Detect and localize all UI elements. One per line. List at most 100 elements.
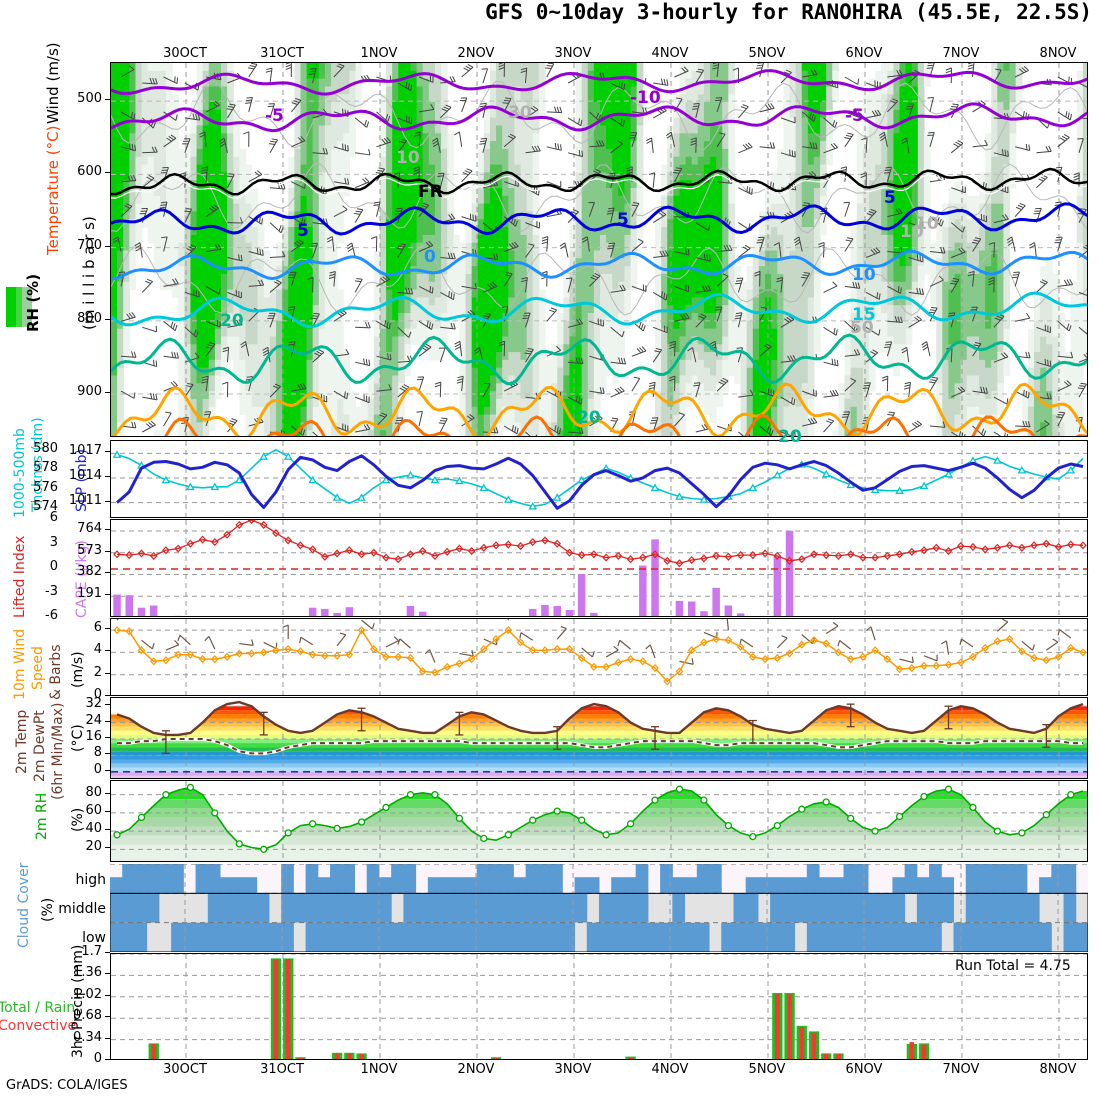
- tick-mark: [105, 550, 110, 552]
- tick-mark: [105, 172, 110, 174]
- credit-text: GrADS: COLA/IGES: [6, 1078, 128, 1093]
- contour-label-5: 5: [884, 188, 896, 208]
- tick-precip-3: 0.68: [73, 1008, 102, 1024]
- x-label-6nov: 6NOV: [845, 46, 883, 61]
- tick-mark: [105, 650, 110, 652]
- contour-label-10: 10: [852, 265, 876, 285]
- axis-label-wind: Wind (m/s): [44, 42, 62, 124]
- tick-mark: [105, 720, 110, 722]
- contour-label-50: 50: [850, 318, 874, 338]
- x-label-8nov: 8NOV: [1039, 1062, 1077, 1077]
- x-label-1nov: 1NOV: [360, 1062, 398, 1077]
- tick-mark: [105, 1037, 110, 1039]
- contour-label-20: 20: [577, 408, 601, 428]
- tick-mark: [105, 737, 110, 738]
- x-label-5nov: 5NOV: [748, 1062, 786, 1077]
- contour-label-10: 10: [396, 148, 420, 168]
- contour-label-0: 0: [424, 247, 436, 267]
- contour-label-5: 5: [297, 221, 309, 241]
- tick-temp-24: 24: [85, 712, 102, 728]
- tick-mark: [105, 829, 110, 831]
- x-label-31oct: 31OCT: [260, 46, 304, 61]
- cloud-row-label-high: high: [75, 872, 106, 888]
- tick-mark: [105, 973, 110, 975]
- tick-mark: [105, 99, 110, 101]
- tick-mark: [105, 500, 110, 502]
- x-label-4nov: 4NOV: [651, 1062, 689, 1077]
- contour-label-10: 10: [915, 214, 939, 234]
- tick-wind-2: 2: [93, 664, 102, 680]
- tick-rh-60: 60: [85, 802, 102, 818]
- tick-pressure-700: 700: [77, 237, 102, 253]
- tick-pressure-500: 500: [77, 91, 102, 107]
- tick-precip-4: 0.34: [73, 1029, 102, 1045]
- tick-mark: [105, 1059, 110, 1060]
- tick-mark: [105, 475, 110, 477]
- panel-2m-temp-dewpt[interactable]: [110, 697, 1088, 779]
- tick-mark: [105, 753, 110, 755]
- tick-mark: [105, 704, 110, 706]
- tick-li--6: -6: [45, 608, 58, 623]
- contour-label-minus5: -5: [265, 106, 284, 126]
- tick-li-6: 6: [49, 510, 58, 525]
- x-label-2nov: 2NOV: [457, 1062, 495, 1077]
- tick-wind-6: 6: [93, 620, 102, 636]
- axis-label-10m-wind: 10m Wind: [12, 628, 28, 700]
- tick-temp-16: 16: [85, 729, 102, 744]
- tick-precip-5: 0: [93, 1051, 102, 1066]
- tick-thickness-574: 574: [33, 499, 58, 515]
- panel-10m-wind[interactable]: [110, 618, 1088, 696]
- contour-label-15: 15: [852, 305, 876, 325]
- tick-temp-0: 0: [93, 761, 102, 777]
- page-title: GFS 0~10day 3-hourly for RANOHIRA (45.5E…: [485, 0, 1092, 24]
- contour-label-minus5: -5: [845, 106, 864, 126]
- cloud-row-label-middle: middle: [58, 901, 106, 917]
- tick-wind-4: 4: [93, 642, 102, 658]
- rh-color-key: [6, 287, 32, 327]
- contour-label-5: 5: [617, 210, 629, 230]
- tick-cape-573: 573: [77, 542, 102, 558]
- tick-temp-8: 8: [93, 745, 102, 761]
- axis-label-rh-upper: RH (%): [24, 273, 42, 332]
- tick-li--3: -3: [45, 583, 58, 599]
- tick-mark: [105, 769, 110, 771]
- tick-pressure-600: 600: [77, 164, 102, 180]
- contour-label-20: 20: [220, 311, 244, 331]
- tick-thickness-580: 580: [33, 440, 58, 456]
- tick-mark: [105, 810, 110, 812]
- tick-rh-20: 20: [85, 839, 102, 855]
- axis-label-2m-dewpt: 2m DewPt: [32, 710, 48, 782]
- x-label-3nov: 3NOV: [554, 1062, 592, 1077]
- tick-mark: [105, 628, 110, 630]
- run-total-label: Run Total = 4.75: [955, 958, 1071, 974]
- tick-rh-80: 80: [85, 784, 102, 800]
- tick-mark: [105, 392, 110, 394]
- axis-label-2m-temp: 2m Temp: [14, 709, 30, 774]
- tick-pressure-900: 900: [77, 384, 102, 400]
- tick-mark: [105, 792, 110, 794]
- tick-mark: [105, 318, 110, 320]
- x-label-8nov: 8NOV: [1039, 46, 1077, 61]
- x-label-7nov: 7NOV: [942, 46, 980, 61]
- x-label-1nov: 1NOV: [360, 46, 398, 61]
- tick-cape-382: 382: [77, 564, 102, 580]
- axis-label-precip-total: Total / Rain: [0, 1000, 76, 1016]
- axis-label-temperature: Temperature (°C): [44, 125, 62, 255]
- contour-label-30: 30: [508, 103, 532, 123]
- tick-cape-191: 191: [77, 586, 102, 602]
- panel-cloud-cover[interactable]: [110, 864, 1088, 952]
- x-label-5nov: 5NOV: [748, 46, 786, 61]
- x-label-30oct: 30OCT: [163, 1062, 207, 1077]
- panel-slp-thickness[interactable]: [110, 440, 1088, 518]
- panel-2m-rh[interactable]: [110, 780, 1088, 862]
- panel-precip[interactable]: [110, 953, 1088, 1060]
- x-label-6nov: 6NOV: [845, 1062, 883, 1077]
- tick-mark: [105, 245, 110, 247]
- panel-upper-air[interactable]: [110, 62, 1088, 437]
- tick-thickness-576: 576: [33, 479, 58, 495]
- x-label-4nov: 4NOV: [651, 46, 689, 61]
- tick-wind-0: 0: [93, 687, 102, 702]
- tick-li-3: 3: [49, 534, 58, 550]
- x-label-3nov: 3NOV: [554, 46, 592, 61]
- panel-cape-lifted-index[interactable]: [110, 519, 1088, 617]
